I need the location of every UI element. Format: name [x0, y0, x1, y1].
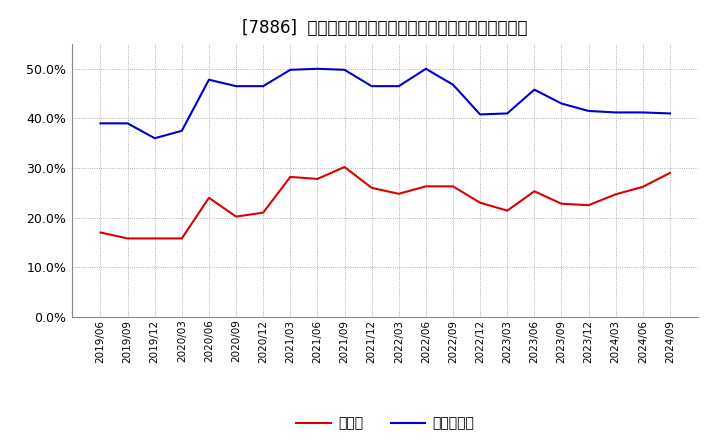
現顔金 — [259, 210, 268, 215]
Line: 有利子負債: 有利子負債 — [101, 69, 670, 138]
有利子負債 — [150, 136, 159, 141]
現顔金 — [204, 195, 213, 200]
有利子負債 — [449, 82, 457, 87]
現顔金 — [503, 208, 511, 213]
有利子負債 — [503, 111, 511, 116]
現顔金 — [449, 184, 457, 189]
有利子負債 — [665, 111, 674, 116]
有利子負債 — [123, 121, 132, 126]
現顔金 — [395, 191, 403, 196]
有利子負債 — [204, 77, 213, 82]
現顔金 — [557, 201, 566, 206]
有利子負債 — [395, 84, 403, 89]
現顔金 — [530, 189, 539, 194]
現顔金 — [286, 174, 294, 180]
有利子負債 — [476, 112, 485, 117]
現顔金 — [584, 202, 593, 208]
現顔金 — [178, 236, 186, 241]
現顔金 — [665, 170, 674, 176]
現顔金 — [611, 192, 620, 197]
有利子負債 — [530, 87, 539, 92]
有利子負債 — [367, 84, 376, 89]
有利子負債 — [421, 66, 430, 71]
Title: [7886]  現顔金、有利子負債の総資産に対する比率の推移: [7886] 現顔金、有利子負債の総資産に対する比率の推移 — [243, 19, 528, 37]
有利子負債 — [313, 66, 322, 71]
現顔金 — [476, 200, 485, 205]
有利子負債 — [557, 101, 566, 106]
現顔金 — [232, 214, 240, 219]
現顔金 — [123, 236, 132, 241]
有利子負債 — [232, 84, 240, 89]
有利子負債 — [639, 110, 647, 115]
有利子負債 — [178, 128, 186, 133]
現顔金 — [313, 176, 322, 182]
有利子負債 — [259, 84, 268, 89]
現顔金 — [639, 184, 647, 190]
Legend: 現顔金, 有利子負債: 現顔金, 有利子負債 — [291, 411, 480, 436]
有利子負債 — [96, 121, 105, 126]
現顔金 — [150, 236, 159, 241]
現顔金 — [96, 230, 105, 235]
有利子負債 — [584, 108, 593, 114]
Line: 現顔金: 現顔金 — [101, 167, 670, 238]
現顔金 — [341, 165, 349, 170]
現顔金 — [421, 184, 430, 189]
現顔金 — [367, 185, 376, 191]
有利子負債 — [341, 67, 349, 73]
有利子負債 — [286, 67, 294, 73]
有利子負債 — [611, 110, 620, 115]
